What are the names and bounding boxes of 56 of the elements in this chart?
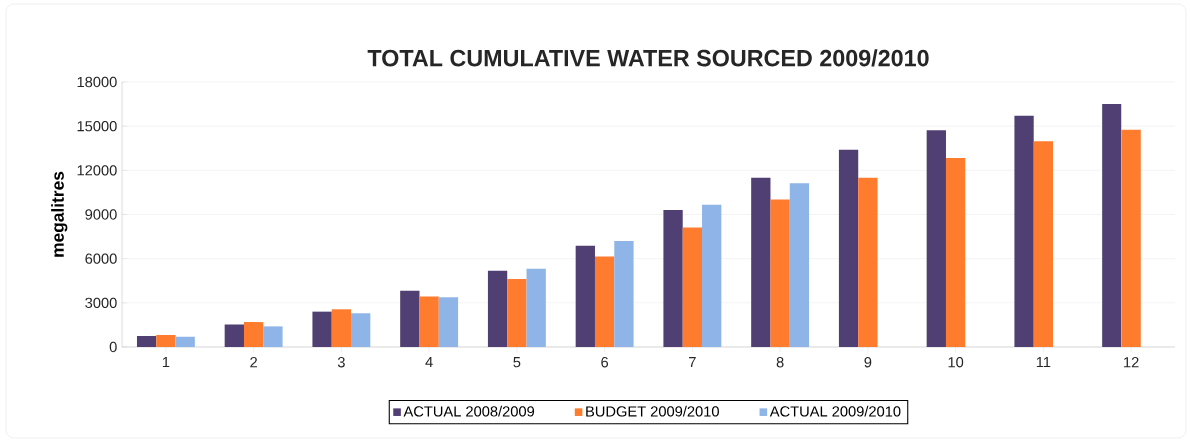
x-tick-label: 7	[689, 357, 696, 368]
y-tick-label: 18000	[77, 76, 117, 88]
y-tick-label: 9000	[85, 209, 117, 220]
bar	[663, 210, 683, 347]
x-tick-label: 6	[601, 357, 609, 368]
bar	[351, 313, 371, 347]
bar	[858, 177, 878, 347]
bar	[224, 324, 244, 347]
legend-label: ACTUAL 2008/2009	[403, 405, 535, 417]
bar	[838, 149, 859, 347]
y-tick-label: 3000	[85, 297, 117, 309]
bar	[243, 322, 264, 347]
bar	[575, 245, 595, 347]
bar	[770, 199, 790, 347]
y-axis-title: megalitres	[51, 171, 68, 257]
bar	[331, 309, 352, 347]
x-tick-label: 3	[337, 357, 345, 368]
y-tick-label: 15000	[77, 120, 117, 132]
bar	[1121, 129, 1141, 347]
x-tick-label: 2	[250, 357, 257, 368]
y-tick-label: 6000	[85, 253, 117, 264]
x-tick-label: 12	[1124, 357, 1139, 368]
bar	[614, 240, 634, 347]
x-tick-label: 5	[513, 357, 521, 368]
bar	[526, 268, 546, 347]
bar	[1014, 115, 1034, 347]
x-tick-label: 11	[1036, 357, 1051, 368]
legend-label: ACTUAL 2009/2010	[769, 405, 901, 417]
x-tick-label: 10	[948, 357, 964, 368]
y-tick-label: 0	[109, 341, 117, 353]
bar	[419, 296, 439, 347]
y-tick-label: 12000	[77, 165, 117, 176]
bar	[1102, 104, 1122, 347]
bar	[156, 334, 176, 347]
chart-title: TOTAL CUMULATIVE WATER SOURCED 2009/2010	[367, 49, 929, 67]
bar	[438, 297, 459, 347]
x-tick-label: 4	[425, 357, 433, 368]
bar	[682, 227, 703, 347]
bar	[312, 311, 332, 347]
bar	[789, 183, 810, 347]
bar	[926, 130, 946, 347]
x-tick-label: 1	[162, 357, 170, 368]
legend-label: BUDGET 2009/2010	[586, 405, 719, 417]
bar	[507, 279, 527, 347]
bar	[175, 336, 195, 347]
bar	[136, 336, 157, 347]
x-tick-label: 8	[776, 357, 784, 368]
bar	[400, 290, 420, 347]
bar	[1033, 141, 1054, 347]
bar	[594, 256, 615, 347]
x-tick-label: 9	[864, 357, 872, 368]
bar	[263, 326, 283, 347]
bar	[702, 204, 722, 347]
bar	[945, 157, 966, 347]
bar	[487, 270, 508, 347]
bar	[751, 177, 771, 347]
